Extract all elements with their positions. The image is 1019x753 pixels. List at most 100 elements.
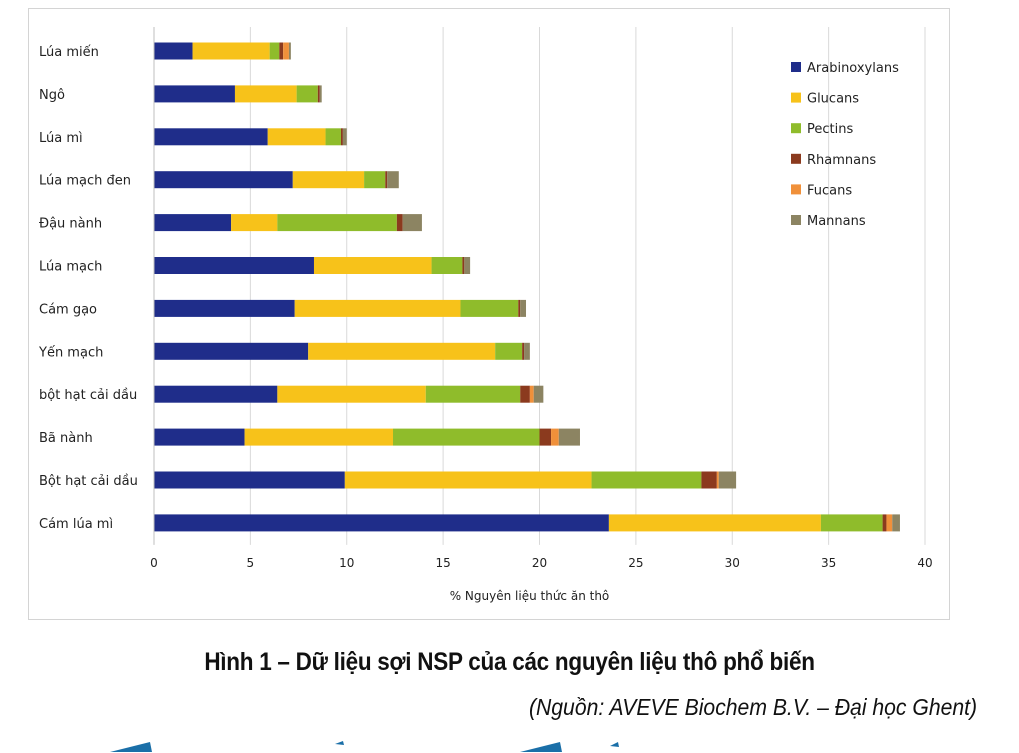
legend-label: Rhamnans <box>807 153 876 168</box>
legend-swatch <box>791 92 801 103</box>
bar-segment-pectins <box>495 342 523 360</box>
figure-source: (Nguồn: AVEVE Biochem B.V. – Đại học Ghe… <box>528 694 977 720</box>
x-tick-label: 40 <box>917 556 932 570</box>
bar-segment-pectins <box>393 428 540 446</box>
bar-segment-pectins <box>460 299 519 317</box>
bar-segment-glucans <box>192 42 270 60</box>
bar-segment-arabinoxylans <box>154 257 314 274</box>
category-label: Lúa mạch <box>39 260 102 275</box>
chart-container: 0 5 10 15 20 25 30 35 40 % Nguyên liệu thức ăn th… <box>28 8 950 620</box>
bar-segment-mannans <box>533 385 544 403</box>
legend-swatch <box>791 62 801 72</box>
bar-segment-glucans <box>308 342 496 360</box>
bar-segment-glucans <box>267 128 326 146</box>
stacked-bar-chart: 0 5 10 15 20 25 30 35 40 % Nguyên liệu thức ăn th… <box>38 27 933 603</box>
decorative-strip <box>110 741 619 752</box>
x-tick-label: 30 <box>725 556 740 570</box>
bar-segment-arabinoxylans <box>154 428 245 446</box>
legend-label: Glucans <box>807 92 859 107</box>
bar-segment-glucans <box>294 299 461 317</box>
bar-segment-arabinoxylans <box>154 128 268 146</box>
bar-segment-rhamnans <box>462 257 465 274</box>
category-label: Bột hạt cải dầu <box>39 474 138 489</box>
bar-segment-mannans <box>524 342 530 360</box>
bar-segment-rhamnans <box>340 128 343 146</box>
bar-segment-fucans <box>283 42 289 60</box>
bar-segment-arabinoxylans <box>154 514 609 532</box>
legend-label: Pectins <box>807 122 853 137</box>
x-tick-label: 15 <box>435 556 450 570</box>
bar-segment-fucans <box>886 514 893 532</box>
bar-segment-arabinoxylans <box>154 85 235 103</box>
bar-segment-mannans <box>520 299 527 317</box>
bar-segment-pectins <box>431 257 463 274</box>
legend-swatch <box>791 153 801 164</box>
x-tick-label: 0 <box>150 556 158 570</box>
legend-label: Fucans <box>807 183 852 198</box>
bar-segment-rhamnans <box>701 471 717 489</box>
bar-segment-arabinoxylans <box>154 42 193 60</box>
bar-segment-mannans <box>319 85 322 103</box>
bar-segment-glucans <box>234 85 297 103</box>
bar-segment-glucans <box>292 171 365 189</box>
bar-segment-glucans <box>231 214 278 232</box>
bar-segment-arabinoxylans <box>154 342 309 360</box>
legend-swatch <box>791 123 801 134</box>
bar-segment-fucans <box>529 385 534 403</box>
bar-segment-glucans <box>344 471 592 489</box>
bar-segment-glucans <box>313 257 432 274</box>
bar-segment-fucans <box>716 471 719 489</box>
bar-segment-rhamnans <box>279 42 284 60</box>
bar-segment-mannans <box>464 257 471 274</box>
category-label: Bã nành <box>39 431 93 446</box>
bar-segment-rhamnans <box>396 214 403 232</box>
legend-label: Arabinoxylans <box>807 61 899 76</box>
legend-label: Mannans <box>807 214 866 229</box>
bar-segment-arabinoxylans <box>154 214 232 232</box>
bar-segment-mannans <box>387 171 399 189</box>
bar-segment-pectins <box>425 385 521 403</box>
bar-segment-fucans <box>551 428 559 446</box>
category-label: Cám lúa mì <box>39 517 113 532</box>
category-label: Yến mạch <box>38 345 103 360</box>
bar-segment-mannans <box>892 514 900 532</box>
x-tick-label: 25 <box>628 556 643 570</box>
bar-segment-glucans <box>608 514 821 532</box>
x-tick-label: 35 <box>821 556 836 570</box>
category-label: Lúa miến <box>39 45 99 60</box>
figure-caption: Hình 1 – Dữ liệu sợi NSP của các nguyên … <box>204 648 815 676</box>
x-tick-label: 20 <box>532 556 547 570</box>
category-label: Ngô <box>39 88 65 103</box>
bar-segment-glucans <box>244 428 394 446</box>
legend-swatch <box>791 215 801 225</box>
bar-segment-mannans <box>718 471 737 489</box>
category-label: Cám gạo <box>39 302 97 317</box>
bar-segment-rhamnans <box>385 171 388 189</box>
bar-segment-pectins <box>820 514 883 532</box>
bar-segment-glucans <box>277 385 426 403</box>
bar-segment-mannans <box>342 128 347 146</box>
bar-segment-pectins <box>277 214 397 232</box>
bar-segment-rhamnans <box>882 514 887 532</box>
bar-segment-rhamnans <box>522 342 525 360</box>
bar-segment-mannans <box>402 214 422 232</box>
category-label: Đậu nành <box>39 217 102 232</box>
bar-segment-pectins <box>296 85 318 103</box>
bar-segment-arabinoxylans <box>154 471 345 489</box>
bar-segment-rhamnans <box>520 385 530 403</box>
bar-segment-rhamnans <box>539 428 552 446</box>
x-axis-title: % Nguyên liệu thức ăn thô <box>450 589 610 603</box>
x-tick-label: 10 <box>339 556 354 570</box>
bar-segment-mannans <box>558 428 580 446</box>
bar-segment-mannans <box>288 42 291 60</box>
bar-segment-pectins <box>325 128 341 146</box>
category-label: bột hạt cải dầu <box>39 388 137 403</box>
bar-segment-arabinoxylans <box>154 171 293 189</box>
bar-segment-arabinoxylans <box>154 385 278 403</box>
bar-segment-arabinoxylans <box>154 299 295 317</box>
bar-segment-pectins <box>591 471 702 489</box>
bar-segment-rhamnans <box>317 85 320 103</box>
bar-segment-pectins <box>364 171 386 189</box>
legend-swatch <box>791 184 801 195</box>
x-tick-label: 5 <box>247 556 255 570</box>
